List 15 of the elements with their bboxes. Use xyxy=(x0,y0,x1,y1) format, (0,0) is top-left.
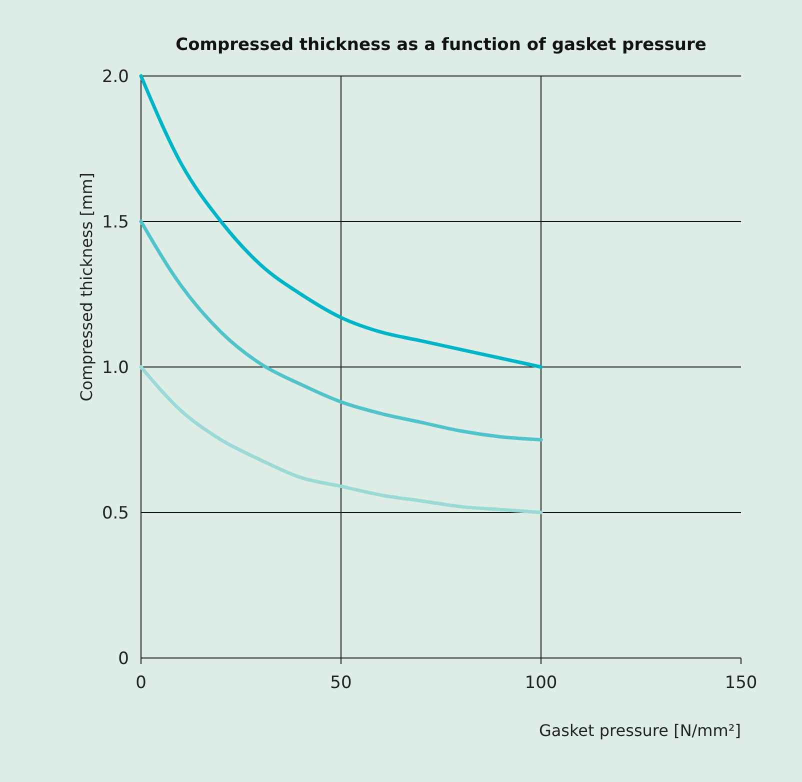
y-axis-title: Compressed thickness [mm] xyxy=(77,172,96,402)
x-tick-label: 100 xyxy=(524,673,558,693)
line-series xyxy=(139,74,543,369)
line-series xyxy=(139,220,543,442)
y-tick-label: 0.5 xyxy=(102,504,129,524)
x-axis-title: Gasket pressure [N/mm²] xyxy=(538,721,741,740)
x-tick-label: 50 xyxy=(330,673,352,693)
x-tick-label: 150 xyxy=(724,673,758,693)
y-tick-label: 1.0 xyxy=(102,358,129,378)
y-tick-label: 0 xyxy=(118,649,129,669)
y-tick-label: 2.0 xyxy=(102,67,129,87)
x-tick-label: 0 xyxy=(136,673,146,693)
line-series xyxy=(139,365,543,514)
y-tick-label: 1.5 xyxy=(102,212,129,232)
chart-title: Compressed thickness as a function of gasket pressure xyxy=(176,35,706,55)
